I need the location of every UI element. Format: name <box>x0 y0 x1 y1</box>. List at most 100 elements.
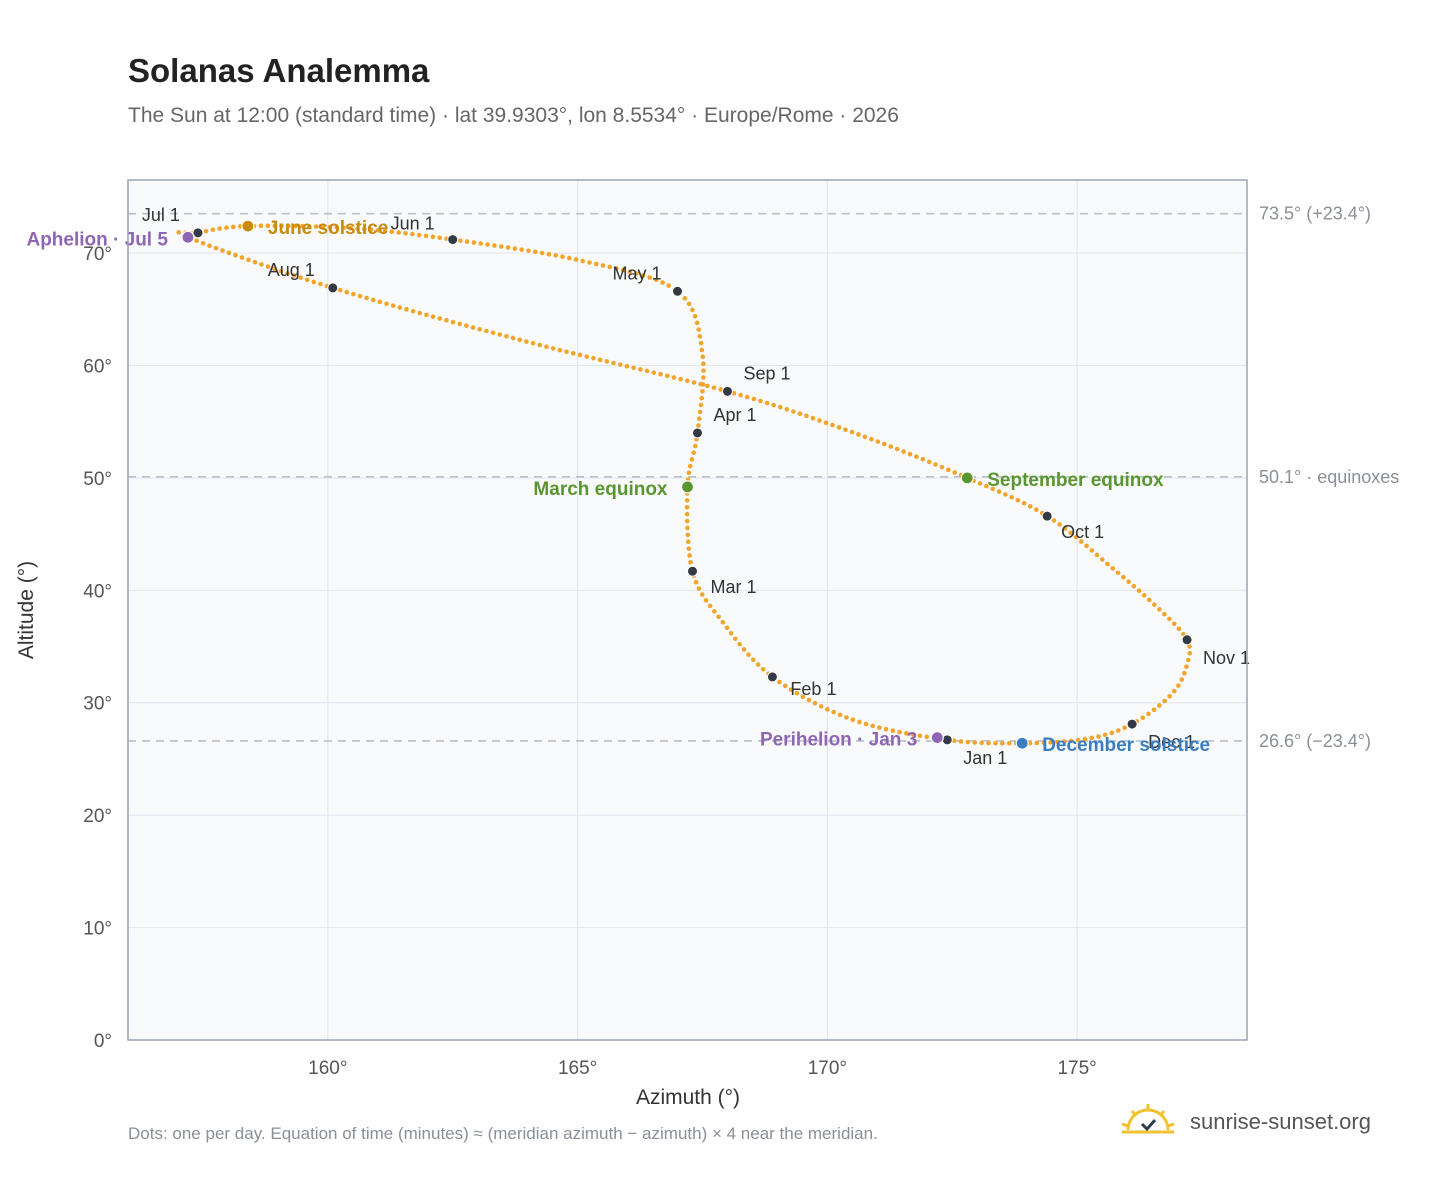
daily-sun-dot <box>600 263 606 268</box>
daily-sun-dot <box>804 413 809 419</box>
event-label: December solstice <box>1042 735 1210 756</box>
daily-sun-dot <box>856 432 861 437</box>
daily-sun-dot <box>265 223 271 229</box>
daily-sun-dot <box>362 226 367 232</box>
daily-sun-dot <box>678 376 683 382</box>
event-marker <box>181 230 195 244</box>
daily-sun-dot <box>907 451 913 457</box>
daily-sun-dot <box>1094 552 1100 558</box>
daily-sun-dot <box>744 394 750 400</box>
daily-sun-dot <box>210 227 216 233</box>
daily-sun-dot <box>1109 730 1115 736</box>
x-tick-label: 170° <box>808 1058 847 1079</box>
daily-sun-dot <box>1089 548 1095 553</box>
x-tick-label: 160° <box>308 1058 347 1079</box>
footnote: Dots: one per day. Equation of time (min… <box>128 1124 878 1143</box>
daily-sun-dot <box>699 592 705 597</box>
chart-title: Solanas Analemma <box>128 52 430 89</box>
daily-sun-dot <box>1009 494 1014 500</box>
daily-sun-dot <box>1048 740 1053 745</box>
daily-sun-dot <box>696 586 702 591</box>
daily-sun-dot <box>728 630 734 636</box>
daily-sun-dot <box>300 223 305 229</box>
daily-sun-dot <box>738 392 743 398</box>
daily-sun-dot <box>258 223 264 229</box>
daily-sun-dot <box>1089 735 1095 741</box>
daily-sun-dot <box>430 314 436 319</box>
daily-sun-dot <box>996 489 1002 494</box>
daily-sun-dot <box>751 396 757 402</box>
daily-sun-dot <box>910 732 916 737</box>
daily-sun-dot <box>686 301 692 307</box>
daily-sun-dot <box>570 351 576 356</box>
daily-sun-dot <box>1082 736 1088 742</box>
daily-sun-dot <box>692 313 698 319</box>
daily-sun-dot <box>904 731 909 736</box>
daily-sun-dot <box>526 248 531 254</box>
daily-sun-dot <box>194 238 199 244</box>
daily-sun-dot <box>696 416 702 422</box>
daily-sun-dot <box>490 330 496 336</box>
daily-sun-dot <box>952 470 957 475</box>
month-marker <box>192 227 204 239</box>
event-label: March equinox <box>533 479 668 500</box>
daily-sun-dot <box>614 266 619 271</box>
y-tick-label: 70° <box>83 244 112 265</box>
daily-sun-dot <box>870 723 875 729</box>
daily-sun-dot <box>1055 739 1060 745</box>
daily-sun-dot <box>737 641 742 647</box>
daily-sun-dot <box>627 269 633 275</box>
daily-sun-dot <box>617 362 623 367</box>
daily-sun-dot <box>327 224 333 230</box>
daily-sun-dot <box>640 273 646 278</box>
daily-sun-dot <box>741 647 747 652</box>
daily-sun-dot <box>687 553 692 558</box>
month-label: Aug 1 <box>268 260 315 280</box>
daily-sun-dot <box>478 241 484 246</box>
y-tick-label: 40° <box>83 581 112 602</box>
daily-sun-dot <box>843 427 848 433</box>
month-label: May 1 <box>612 263 661 283</box>
daily-sun-dot <box>1147 597 1152 603</box>
daily-sun-dot <box>836 425 842 430</box>
daily-sun-dot <box>1151 707 1157 713</box>
daily-sun-dot <box>298 275 303 280</box>
daily-sun-dot <box>1187 650 1193 656</box>
event-marker <box>930 730 944 745</box>
daily-sun-dot <box>539 250 545 256</box>
y-tick-label: 10° <box>83 919 112 940</box>
daily-sun-dot <box>926 459 932 465</box>
daily-sun-dot <box>382 228 388 234</box>
daily-sun-dot <box>869 436 874 442</box>
daily-sun-dot <box>1110 566 1116 571</box>
daily-sun-dot <box>1162 698 1167 704</box>
daily-sun-dot <box>351 291 356 297</box>
daily-sun-dot <box>707 603 713 609</box>
month-label: Apr 1 <box>713 405 756 425</box>
daily-sun-dot <box>203 228 209 234</box>
daily-sun-dot <box>1140 715 1146 721</box>
daily-sun-dot <box>285 271 290 276</box>
daily-sun-dot <box>417 310 423 316</box>
daily-sun-dot <box>660 280 665 285</box>
daily-sun-dot <box>788 687 794 692</box>
daily-sun-dot <box>689 457 695 462</box>
month-marker <box>686 565 698 577</box>
daily-sun-dot <box>1157 703 1162 708</box>
brand[interactable]: sunrise-sunset.org <box>1120 1100 1371 1144</box>
daily-sun-dot <box>306 224 312 229</box>
daily-sun-dot <box>1186 657 1191 663</box>
daily-sun-dot <box>755 662 761 667</box>
daily-sun-dot <box>304 277 310 283</box>
daily-sun-dot <box>698 340 704 346</box>
daily-sun-dot <box>348 225 353 231</box>
daily-sun-dot <box>862 434 868 440</box>
daily-sun-dot <box>207 243 212 248</box>
daily-sun-dot <box>647 275 653 280</box>
daily-sun-dot <box>914 454 919 459</box>
daily-sun-dot <box>1057 522 1062 527</box>
daily-sun-dot <box>246 257 251 263</box>
y-tick-label: 60° <box>83 356 112 377</box>
daily-sun-dot <box>812 700 818 706</box>
